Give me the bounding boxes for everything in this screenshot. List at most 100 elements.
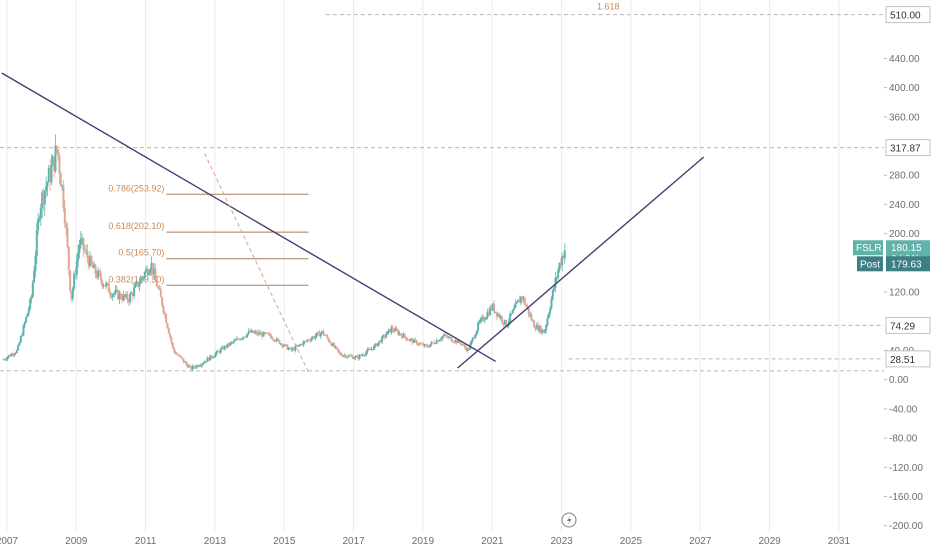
candle-body: [243, 336, 246, 338]
candle-body: [345, 355, 348, 358]
candle-body: [346, 356, 349, 358]
candle-body: [21, 335, 24, 337]
candle-body: [51, 156, 54, 166]
candle-body: [255, 331, 258, 335]
candle-body: [527, 308, 530, 315]
candle-body: [550, 298, 553, 309]
candle-body: [457, 339, 460, 344]
candle-body: [447, 336, 450, 338]
candle-body: [106, 283, 109, 285]
x-tick-label: 2031: [828, 536, 851, 547]
candle-body: [45, 186, 48, 191]
candle-body: [391, 327, 394, 331]
candle-body: [361, 354, 364, 356]
candle-body: [211, 357, 214, 359]
candle-body: [327, 338, 330, 342]
candle-body: [66, 227, 69, 247]
candle-body: [25, 316, 28, 323]
candle-body: [293, 348, 296, 351]
candle-body: [366, 349, 369, 353]
level-box-bg: [885, 6, 931, 24]
candle-body: [253, 332, 256, 334]
candle-body: [562, 256, 565, 259]
candle-body: [282, 345, 285, 347]
candle-body: [37, 218, 40, 231]
candle-body: [117, 289, 120, 300]
candle-body: [463, 344, 466, 348]
candle-body: [145, 268, 148, 273]
candle-body: [249, 330, 252, 333]
candle-body: [237, 338, 240, 340]
candle-body: [374, 343, 377, 346]
candle-body: [91, 263, 94, 269]
candle-body: [322, 330, 325, 335]
candle-body: [350, 355, 353, 357]
candle-body: [226, 343, 229, 348]
candle-body: [93, 264, 96, 269]
candle-body: [11, 353, 14, 356]
candle-body: [538, 326, 541, 331]
candle-body: [315, 332, 318, 337]
candle-body: [277, 338, 280, 341]
candle-body: [254, 331, 257, 333]
candle-body: [563, 250, 566, 259]
candle-body: [413, 339, 416, 343]
y-tick-label: 440.00: [889, 54, 920, 65]
candle-body: [449, 336, 452, 338]
candle-body: [213, 356, 216, 358]
lightning-event-icon[interactable]: [561, 512, 577, 528]
candle-body: [445, 334, 448, 337]
candle-body: [119, 293, 122, 299]
candle-body: [53, 156, 56, 171]
candle-body: [87, 258, 90, 267]
candle-body: [209, 355, 212, 361]
candle-body: [489, 307, 492, 316]
candle-body: [165, 314, 168, 324]
candle-body: [321, 330, 324, 334]
candle-body: [263, 332, 266, 334]
candle-body: [65, 223, 68, 228]
candle-body: [142, 277, 145, 279]
candle-body: [270, 335, 273, 339]
candle-body: [121, 298, 124, 301]
post-tag-bg: [857, 256, 883, 272]
candle-body: [214, 353, 217, 357]
candle-body: [215, 350, 218, 354]
trendline-uptrend: [457, 156, 705, 369]
candle-body: [410, 339, 413, 341]
candle-body: [422, 343, 425, 347]
candle-body: [462, 344, 465, 346]
candle-body: [311, 336, 314, 339]
candle-body: [518, 299, 521, 303]
candle-body: [305, 341, 308, 343]
candle-body: [498, 314, 501, 319]
candle-body: [75, 260, 78, 275]
candle-body: [193, 365, 196, 368]
trendline-downtrend: [1, 72, 497, 363]
candle-body: [546, 318, 549, 326]
candle-body: [434, 343, 437, 345]
candle-body: [379, 340, 382, 343]
candle-body: [471, 337, 474, 341]
candle-body: [389, 329, 392, 333]
candle-body: [454, 340, 457, 343]
candle-body: [47, 167, 50, 183]
candle-body: [319, 333, 322, 337]
candle-body: [365, 352, 368, 355]
candle-body: [458, 339, 461, 343]
candle-body: [307, 339, 310, 341]
candle-body: [421, 343, 424, 345]
candle-body: [418, 343, 421, 345]
candle-body: [271, 338, 274, 340]
y-tick-label: -120.00: [889, 463, 923, 474]
candle-body: [34, 256, 37, 271]
candle-body: [515, 301, 518, 304]
candle-body: [553, 287, 556, 290]
candle-body: [141, 277, 144, 279]
candle-body: [187, 365, 190, 368]
candle-body: [533, 320, 536, 328]
candle-body: [530, 314, 533, 321]
grid-layer: [6, 0, 840, 533]
